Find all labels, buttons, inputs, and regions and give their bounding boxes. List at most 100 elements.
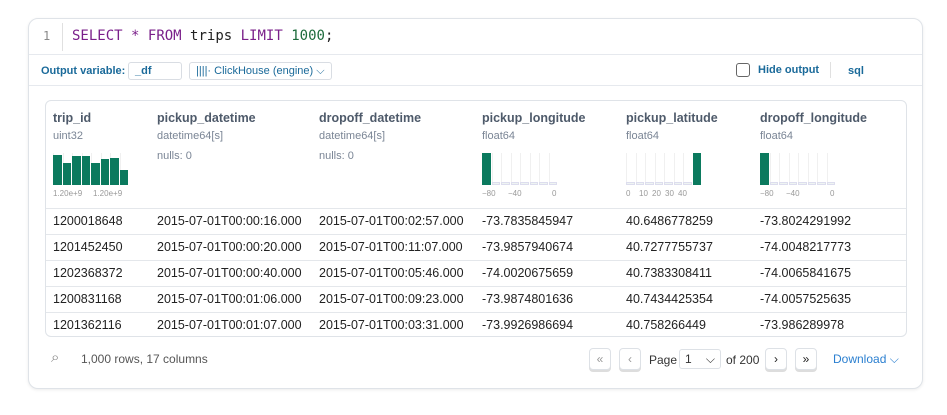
table-cell: 2015-07-01T00:00:16.000	[157, 214, 302, 228]
histogram-tick: 1.20e+9	[53, 189, 83, 198]
table-cell: 40.7434425354	[626, 292, 713, 306]
histogram-bar	[692, 153, 701, 185]
table-footer: ⌕ 1,000 rows, 17 columns « ‹ Page 1 ⌵ of …	[29, 339, 922, 379]
table-row[interactable]: 1200018648 2015-07-01T00:00:16.000 2015-07…	[46, 208, 906, 234]
histogram-bar	[645, 182, 654, 185]
histogram-bar	[664, 182, 673, 185]
histogram-bar	[683, 182, 692, 185]
table-cell: 1201452450	[53, 240, 123, 254]
histogram-tick: 0	[626, 189, 631, 198]
histogram-tick: −40	[508, 189, 522, 198]
last-page-button[interactable]: »	[795, 348, 817, 370]
table-row[interactable]: 1201452450 2015-07-01T00:00:20.000 2015-07…	[46, 234, 906, 260]
histogram-bar	[807, 182, 816, 185]
code-token: ;	[324, 28, 334, 44]
column-type: float64	[482, 130, 516, 142]
table-cell: 2015-07-01T00:00:20.000	[157, 240, 302, 254]
chevron-down-icon: ⌵	[705, 352, 715, 366]
histogram-bar	[501, 182, 510, 185]
table-cell: 40.6486778259	[626, 214, 713, 228]
sql-code[interactable]: SELECT * FROM trips LIMIT 1000;	[72, 28, 333, 44]
table-cell: 2015-07-01T00:00:40.000	[157, 266, 302, 280]
table-cell: 2015-07-01T00:05:46.000	[319, 266, 464, 280]
table-cell: -74.0057525635	[760, 292, 852, 306]
hide-output-checkbox[interactable]	[736, 63, 750, 77]
engine-select[interactable]: ||||· ClickHouse (engine) ⌵	[189, 62, 332, 80]
histogram-bar	[760, 153, 769, 185]
code-token: LIMIT	[240, 28, 283, 44]
histogram-bar	[482, 153, 491, 185]
language-label[interactable]: sql	[848, 65, 864, 77]
table-cell: -73.9926986694	[482, 318, 574, 332]
table-cell: -74.0048217773	[760, 240, 852, 254]
table-cell: -73.9857940674	[482, 240, 574, 254]
code-editor[interactable]: 1 SELECT * FROM trips LIMIT 1000;	[29, 19, 922, 55]
histogram-bar	[539, 182, 548, 185]
code-token: trips	[181, 28, 241, 44]
search-icon[interactable]: ⌕	[51, 349, 60, 366]
histogram-tick: 0	[552, 189, 557, 198]
table-row[interactable]: 1201362116 2015-07-01T00:01:07.000 2015-07…	[46, 312, 906, 336]
histogram-tick: −80	[482, 189, 496, 198]
column-histogram: −80 −40 0	[760, 151, 840, 201]
histogram-bar	[654, 182, 663, 185]
line-number: 1	[43, 29, 51, 43]
code-token	[139, 28, 147, 44]
histogram-tick: 0	[830, 189, 835, 198]
table-cell: 1201362116	[53, 318, 122, 332]
page-select[interactable]: 1 ⌵	[679, 349, 721, 369]
page-value: 1	[685, 352, 692, 366]
code-token: SELECT	[72, 28, 123, 44]
histogram-bar	[798, 182, 807, 185]
histogram-bar	[72, 156, 81, 185]
page-total: of 200	[726, 353, 760, 367]
column-histogram: −80 −40 0	[482, 151, 562, 201]
histogram-bar	[529, 182, 538, 185]
histogram-bar	[626, 182, 635, 185]
hide-output-toggle[interactable]: Hide output	[736, 63, 819, 77]
histogram-bar	[779, 182, 788, 185]
row-count: 1,000 rows, 17 columns	[81, 352, 208, 366]
histogram-bar	[826, 182, 835, 185]
histogram-bar	[673, 182, 682, 185]
table-cell: 40.758266449	[626, 318, 706, 332]
prev-page-button[interactable]: ‹	[619, 348, 641, 370]
code-token	[123, 28, 131, 44]
column-histogram: 1.20e+9 1.20e+9	[53, 151, 133, 201]
column-histogram: 0 10 20 30 40	[626, 151, 706, 201]
histogram-bar	[53, 154, 62, 185]
code-token	[283, 28, 291, 44]
histogram-bar	[91, 163, 100, 185]
next-page-button[interactable]: ›	[765, 348, 787, 370]
column-name: pickup_datetime	[157, 111, 256, 125]
table-cell: 2015-07-01T00:03:31.000	[319, 318, 464, 332]
column-type: float64	[760, 130, 794, 142]
output-variable-input[interactable]: _df	[128, 62, 182, 80]
histogram-bar	[100, 159, 109, 185]
engine-icon: ||||·	[196, 65, 212, 77]
table-cell: 1202368372	[53, 266, 123, 280]
histogram-tick: 10	[639, 189, 648, 198]
first-page-button[interactable]: «	[589, 348, 611, 370]
table-row[interactable]: 1202368372 2015-07-01T00:00:40.000 2015-07…	[46, 260, 906, 286]
column-name: pickup_longitude	[482, 111, 586, 125]
column-type: uint32	[53, 130, 83, 142]
output-variable-label: Output variable:	[41, 65, 126, 77]
column-name: pickup_latitude	[626, 111, 718, 125]
table-cell: 2015-07-01T00:01:06.000	[157, 292, 302, 306]
table-cell: -74.0065841675	[760, 266, 852, 280]
table-row[interactable]: 1200831168 2015-07-01T00:01:06.000 2015-07…	[46, 286, 906, 312]
table-cell: -73.986289978	[760, 318, 845, 332]
download-button[interactable]: Download ⌵	[833, 352, 899, 366]
table-cell: 2015-07-01T00:01:07.000	[157, 318, 302, 332]
histogram-tick: 40	[678, 189, 687, 198]
code-token: FROM	[147, 28, 182, 44]
page-label: Page	[649, 353, 678, 367]
histogram-bar	[788, 182, 797, 185]
table-cell: 1200831168	[53, 292, 122, 306]
cell-toolbar: Output variable: _df ||||· ClickHouse (e…	[29, 56, 922, 86]
column-type: datetime64[s]	[157, 130, 224, 142]
table-cell: 2015-07-01T00:02:57.000	[319, 214, 464, 228]
histogram-tick: −40	[786, 189, 800, 198]
code-token: *	[131, 28, 140, 44]
